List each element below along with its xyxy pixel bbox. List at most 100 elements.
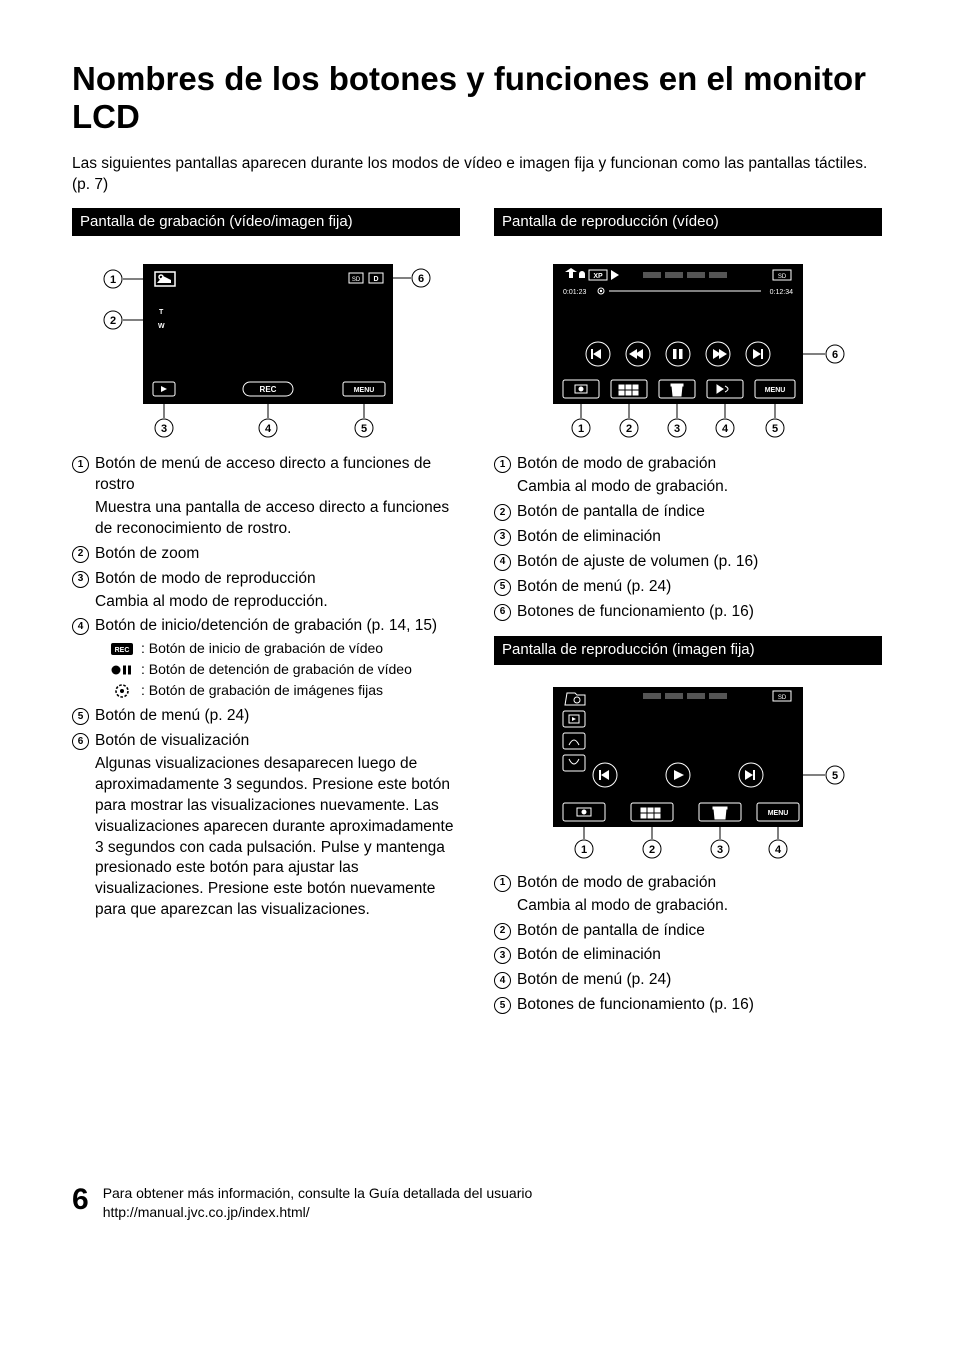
- svg-text:1: 1: [581, 844, 587, 856]
- item-text: Botón de menú de acceso directo a funcio…: [95, 454, 460, 496]
- item-text: Botón de ajuste de volumen (p. 16): [517, 552, 882, 573]
- icon-label: Botón de inicio de grabación de vídeo: [149, 639, 383, 658]
- menu-button-label: MENU: [765, 387, 786, 394]
- intro-text: Las siguientes pantallas aparecen durant…: [72, 154, 882, 196]
- icon-label: Botón de detención de grabación de vídeo: [149, 660, 412, 679]
- list-item: 3 Botón de eliminación: [494, 945, 882, 966]
- item-number: 6: [72, 733, 89, 750]
- list-item: 3 Botón de eliminación: [494, 527, 882, 548]
- d-badge: D: [373, 276, 378, 283]
- item-number: 3: [72, 571, 89, 588]
- item-text: Botón de eliminación: [517, 945, 882, 966]
- item-text: Botón de menú (p. 24): [95, 706, 460, 727]
- svg-text:2: 2: [649, 844, 655, 856]
- item-text: Botones de funcionamiento (p. 16): [517, 602, 882, 623]
- item-number: 1: [72, 456, 89, 473]
- item-text: Botón de modo de grabación: [517, 873, 882, 894]
- page-footer: 6 Para obtener más información, consulte…: [72, 1180, 882, 1221]
- callout-4: 4: [265, 423, 272, 435]
- item-number: 5: [494, 579, 511, 596]
- rec-button-label: REC: [260, 385, 277, 394]
- page-number: 6: [72, 1180, 89, 1221]
- item-text: Botón de inicio/detención de grabación (…: [95, 616, 460, 637]
- item-text: Botón de modo de grabación: [517, 454, 882, 475]
- list-item: 6 Botón de visualización Algunas visuali…: [72, 731, 460, 921]
- list-item: 2 Botón de zoom: [72, 544, 460, 565]
- list-item: 4 Botón de ajuste de volumen (p. 16): [494, 552, 882, 573]
- callout-3: 3: [161, 423, 167, 435]
- menu-button-label: MENU: [768, 810, 789, 817]
- list-item: 1 Botón de modo de grabaciónCambia al mod…: [494, 873, 882, 917]
- item-text: Botón de menú (p. 24): [517, 970, 882, 991]
- item-number: 3: [494, 947, 511, 964]
- callout-2: 2: [110, 315, 116, 327]
- item-number: 2: [494, 923, 511, 940]
- item-text: Botón de pantalla de índice: [517, 502, 882, 523]
- sd-badge: SD: [778, 274, 787, 280]
- item-number: 4: [72, 618, 89, 635]
- item-text: Botón de modo de reproducción: [95, 569, 460, 590]
- callout-5: 5: [361, 423, 367, 435]
- list-item: 2 Botón de pantalla de índice: [494, 921, 882, 942]
- stop-pause-icon: [109, 664, 135, 676]
- xp-badge: XP: [593, 273, 603, 280]
- playback-image-header: Pantalla de reproducción (imagen fija): [494, 636, 882, 664]
- item-sub: Cambia al modo de grabación.: [517, 896, 882, 917]
- item-number: 4: [494, 972, 511, 989]
- item-sub: Muestra una pantalla de acceso directo a…: [95, 498, 460, 540]
- list-item: 3 Botón de modo de reproducción Cambia a…: [72, 569, 460, 613]
- menu-button-label: MENU: [354, 387, 375, 394]
- list-item: 5 Botón de menú (p. 24): [494, 577, 882, 598]
- item-text: Botón de eliminación: [517, 527, 882, 548]
- svg-text:5: 5: [772, 423, 778, 435]
- time-elapsed: 0:01:23: [563, 289, 586, 296]
- item-number: 6: [494, 604, 511, 621]
- svg-text:3: 3: [674, 423, 680, 435]
- playback-video-header: Pantalla de reproducción (vídeo): [494, 208, 882, 236]
- footer-line1: Para obtener más información, consulte l…: [103, 1184, 533, 1202]
- zoom-w-label: W: [158, 323, 165, 330]
- list-item: 4 Botón de menú (p. 24): [494, 970, 882, 991]
- item-number: 3: [494, 529, 511, 546]
- page-title: Nombres de los botones y funciones en el…: [72, 60, 882, 136]
- item-number: 1: [494, 875, 511, 892]
- item-number: 2: [72, 546, 89, 563]
- recording-screen-header: Pantalla de grabación (vídeo/imagen fija…: [72, 208, 460, 236]
- callout-6: 6: [832, 349, 838, 361]
- still-capture-icon: [109, 684, 135, 698]
- playback-image-items-list: 1 Botón de modo de grabaciónCambia al mod…: [494, 873, 882, 1017]
- callout-6: 6: [418, 273, 424, 285]
- list-item: 4 Botón de inicio/detención de grabación…: [72, 616, 460, 702]
- sd-badge: SD: [352, 277, 361, 283]
- item-number: 5: [494, 997, 511, 1014]
- list-item: 5Botones de funcionamiento (p. 16): [494, 995, 882, 1016]
- item-text: Botón de pantalla de índice: [517, 921, 882, 942]
- item-text: Botón de zoom: [95, 544, 460, 565]
- item-sub: Cambia al modo de reproducción.: [95, 592, 460, 613]
- list-item: 5 Botón de menú (p. 24): [72, 706, 460, 727]
- recording-lcd-diagram: 1 T W 2 SD D 6 3 REC 4: [91, 246, 441, 446]
- svg-text:3: 3: [717, 844, 723, 856]
- svg-text:1: 1: [578, 423, 584, 435]
- svg-text:REC: REC: [115, 647, 130, 654]
- item-text: Botón de visualización: [95, 731, 460, 752]
- list-item: 2Botón de pantalla de índice: [494, 502, 882, 523]
- svg-text:4: 4: [722, 423, 729, 435]
- callout-1: 1: [110, 274, 116, 286]
- icon-label: Botón de grabación de imágenes fijas: [149, 681, 383, 700]
- playback-image-lcd-diagram: SD 5 MENU 1 2 3: [513, 675, 863, 865]
- svg-text:2: 2: [626, 423, 632, 435]
- item-number: 1: [494, 456, 511, 473]
- playback-video-lcd-diagram: XP SD 0:01:23 0:12:34: [513, 246, 863, 446]
- rec-badge-icon: REC: [109, 643, 135, 655]
- item-number: 5: [72, 708, 89, 725]
- item-number: 4: [494, 554, 511, 571]
- item-sub: Cambia al modo de grabación.: [517, 477, 882, 498]
- footer-line2: http://manual.jvc.co.jp/index.html/: [103, 1203, 533, 1221]
- svg-text:4: 4: [775, 844, 782, 856]
- playback-video-items-list: 1 Botón de modo de grabaciónCambia al mod…: [494, 454, 882, 622]
- list-item: 1 Botón de menú de acceso directo a func…: [72, 454, 460, 540]
- item-sub: Algunas visualizaciones desaparecen lueg…: [95, 754, 460, 921]
- time-total: 0:12:34: [770, 289, 793, 296]
- item-text: Botón de menú (p. 24): [517, 577, 882, 598]
